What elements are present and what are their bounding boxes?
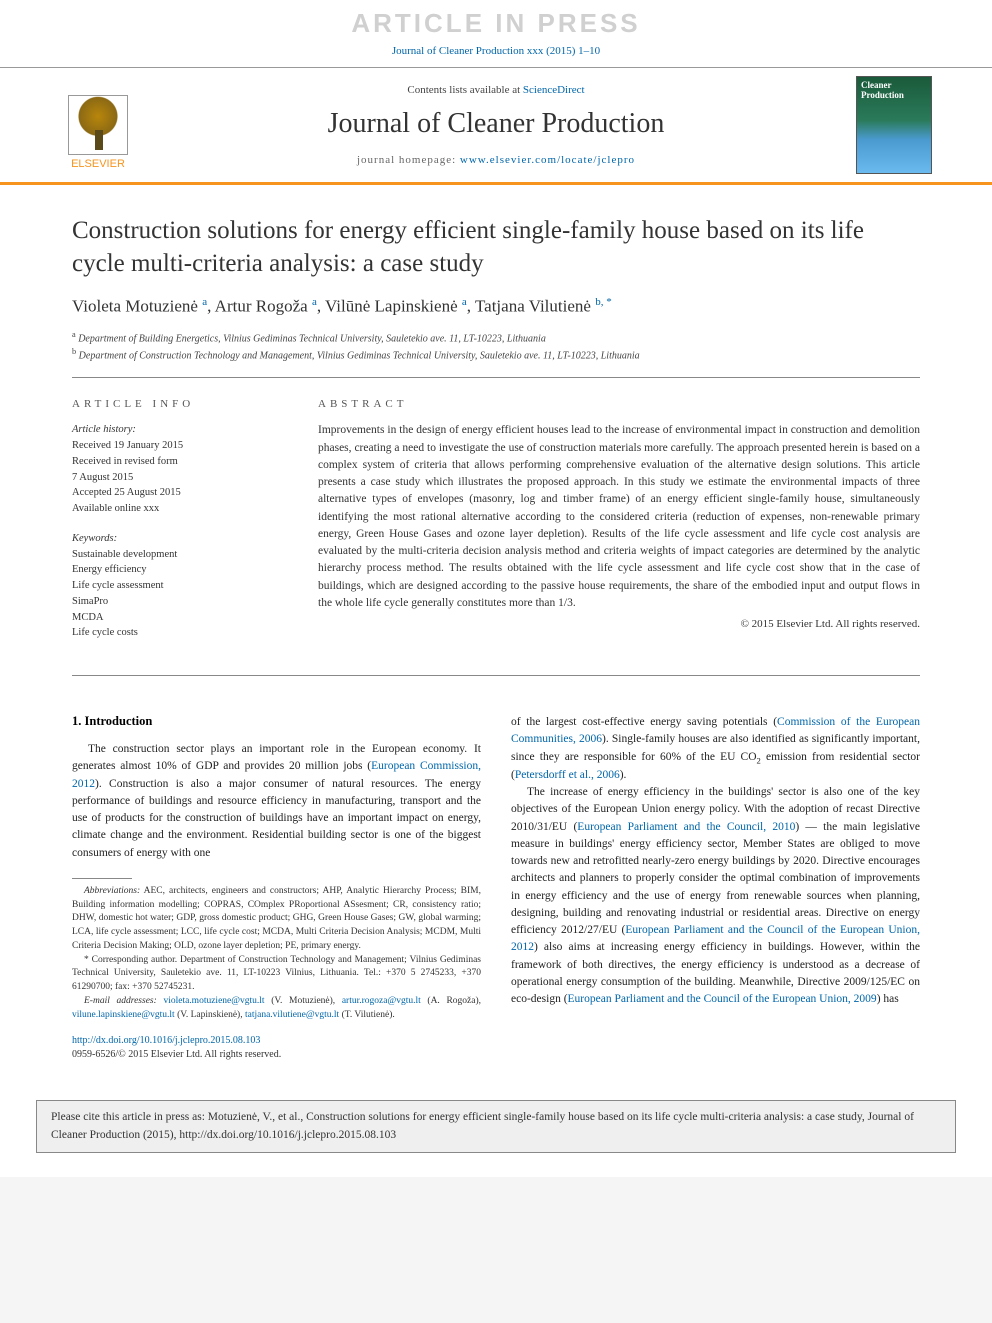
keywords-block: Keywords: Sustainable development Energy… bbox=[72, 531, 282, 641]
doi-link[interactable]: http://dx.doi.org/10.1016/j.jclepro.2015… bbox=[72, 1035, 260, 1046]
footnote-corresponding: * Corresponding author. Department of Co… bbox=[72, 954, 481, 995]
author-4-aff[interactable]: b, * bbox=[595, 296, 612, 308]
author-2: Artur Rogoža bbox=[215, 297, 308, 316]
author-1: Violeta Motuzienė bbox=[72, 297, 198, 316]
cover-title: Cleaner Production bbox=[861, 81, 927, 101]
journal-homepage-link[interactable]: www.elsevier.com/locate/jclepro bbox=[460, 154, 635, 166]
history-revised-2: 7 August 2015 bbox=[72, 470, 282, 486]
keyword-2: Energy efficiency bbox=[72, 562, 282, 578]
affiliation-a-text: Department of Building Energetics, Vilni… bbox=[78, 333, 546, 344]
page: ARTICLE IN PRESS Journal of Cleaner Prod… bbox=[0, 0, 992, 1177]
email-2-who: (A. Rogoža), bbox=[421, 996, 481, 1006]
author-3-aff[interactable]: a bbox=[462, 296, 467, 308]
article-info-column: ARTICLE INFO Article history: Received 1… bbox=[72, 398, 282, 655]
article-body: Construction solutions for energy effici… bbox=[0, 185, 992, 1082]
affiliations: a Department of Building Energetics, Vil… bbox=[72, 329, 920, 379]
journal-name: Journal of Cleaner Production bbox=[136, 108, 856, 140]
sciencedirect-link[interactable]: ScienceDirect bbox=[523, 84, 585, 96]
elsevier-label: ELSEVIER bbox=[71, 158, 125, 170]
issn-copyright: 0959-6526/© 2015 Elsevier Ltd. All right… bbox=[72, 1049, 281, 1060]
info-abstract-row: ARTICLE INFO Article history: Received 1… bbox=[72, 378, 920, 676]
watermark-article-in-press: ARTICLE IN PRESS bbox=[0, 0, 992, 43]
homepage-label: journal homepage: bbox=[357, 154, 460, 166]
section-1-heading: 1. Introduction bbox=[72, 714, 481, 729]
author-1-aff[interactable]: a bbox=[202, 296, 207, 308]
article-title: Construction solutions for energy effici… bbox=[72, 215, 920, 280]
ref-ep-council-2010[interactable]: European Parliament and the Council, 201… bbox=[577, 821, 795, 833]
keyword-6: Life cycle costs bbox=[72, 625, 282, 641]
history-online: Available online xxx bbox=[72, 501, 282, 517]
elsevier-logo[interactable]: ELSEVIER bbox=[60, 80, 136, 170]
left-col-para-1: The construction sector plays an importa… bbox=[72, 741, 481, 862]
abstract-text: Improvements in the design of energy eff… bbox=[318, 422, 920, 612]
journal-masthead: ELSEVIER Contents lists available at Sci… bbox=[0, 67, 992, 185]
p-text: ) has bbox=[877, 993, 899, 1005]
contents-text: Contents lists available at bbox=[407, 84, 522, 96]
doi-block: http://dx.doi.org/10.1016/j.jclepro.2015… bbox=[72, 1034, 481, 1062]
keyword-4: SimaPro bbox=[72, 594, 282, 610]
p-text: ) — the main legislative measure in buil… bbox=[511, 821, 920, 937]
p-text: ). bbox=[620, 769, 627, 781]
abbrev-label: Abbreviations: bbox=[84, 886, 140, 896]
keyword-3: Life cycle assessment bbox=[72, 578, 282, 594]
keyword-1: Sustainable development bbox=[72, 547, 282, 563]
right-col-para-1: of the largest cost-effective energy sav… bbox=[511, 714, 920, 784]
history-label: Article history: bbox=[72, 422, 282, 438]
author-list: Violeta Motuzienė a, Artur Rogoža a, Vil… bbox=[72, 296, 920, 317]
journal-cover-thumbnail[interactable]: Cleaner Production bbox=[856, 76, 932, 174]
two-column-body: 1. Introduction The construction sector … bbox=[72, 676, 920, 1062]
p-text: ). Construction is also a major consumer… bbox=[72, 778, 481, 859]
ref-ep-council-eu-2009[interactable]: European Parliament and the Council of t… bbox=[568, 993, 877, 1005]
top-citation-reference: Journal of Cleaner Production xxx (2015)… bbox=[0, 43, 992, 67]
footnote-emails: E-mail addresses: violeta.motuziene@vgtu… bbox=[72, 995, 481, 1023]
history-revised-1: Received in revised form bbox=[72, 454, 282, 470]
email-3[interactable]: vilune.lapinskiene@vgtu.lt bbox=[72, 1010, 175, 1020]
affiliation-b-text: Department of Construction Technology an… bbox=[79, 350, 640, 361]
elsevier-tree-icon bbox=[68, 95, 128, 155]
footnote-rule bbox=[72, 878, 132, 879]
masthead-center: Contents lists available at ScienceDirec… bbox=[136, 84, 856, 166]
email-4-who: (T. Vilutienė). bbox=[339, 1010, 395, 1020]
article-info-head: ARTICLE INFO bbox=[72, 398, 282, 410]
contents-available-line: Contents lists available at ScienceDirec… bbox=[136, 84, 856, 96]
email-2[interactable]: artur.rogoza@vgtu.lt bbox=[342, 996, 421, 1006]
history-received: Received 19 January 2015 bbox=[72, 438, 282, 454]
author-4: Tatjana Vilutienė bbox=[475, 297, 591, 316]
abstract-column: ABSTRACT Improvements in the design of e… bbox=[318, 398, 920, 655]
history-accepted: Accepted 25 August 2015 bbox=[72, 485, 282, 501]
email-label: E-mail addresses: bbox=[84, 996, 157, 1006]
p-text: of the largest cost-effective energy sav… bbox=[511, 716, 777, 728]
author-2-aff[interactable]: a bbox=[312, 296, 317, 308]
abstract-copyright: © 2015 Elsevier Ltd. All rights reserved… bbox=[318, 618, 920, 630]
email-4[interactable]: tatjana.vilutiene@vgtu.lt bbox=[245, 1010, 339, 1020]
ref-petersdorff-2006[interactable]: Petersdorff et al., 2006 bbox=[515, 769, 620, 781]
keywords-label: Keywords: bbox=[72, 531, 282, 547]
article-history: Article history: Received 19 January 201… bbox=[72, 422, 282, 517]
footnote-abbreviations: Abbreviations: AEC, architects, engineer… bbox=[72, 885, 481, 954]
keyword-5: MCDA bbox=[72, 610, 282, 626]
please-cite-box: Please cite this article in press as: Mo… bbox=[36, 1100, 956, 1153]
affiliation-b: b Department of Construction Technology … bbox=[72, 346, 920, 363]
right-col-para-2: The increase of energy efficiency in the… bbox=[511, 784, 920, 1008]
affiliation-a: a Department of Building Energetics, Vil… bbox=[72, 329, 920, 346]
author-3: Vilūnė Lapinskienė bbox=[325, 297, 458, 316]
journal-homepage-line: journal homepage: www.elsevier.com/locat… bbox=[136, 154, 856, 166]
abstract-head: ABSTRACT bbox=[318, 398, 920, 410]
right-column: of the largest cost-effective energy sav… bbox=[511, 714, 920, 1062]
left-column: 1. Introduction The construction sector … bbox=[72, 714, 481, 1062]
email-1[interactable]: violeta.motuziene@vgtu.lt bbox=[163, 996, 264, 1006]
email-1-who: (V. Motuzienė), bbox=[265, 996, 342, 1006]
email-3-who: (V. Lapinskienė), bbox=[175, 1010, 245, 1020]
